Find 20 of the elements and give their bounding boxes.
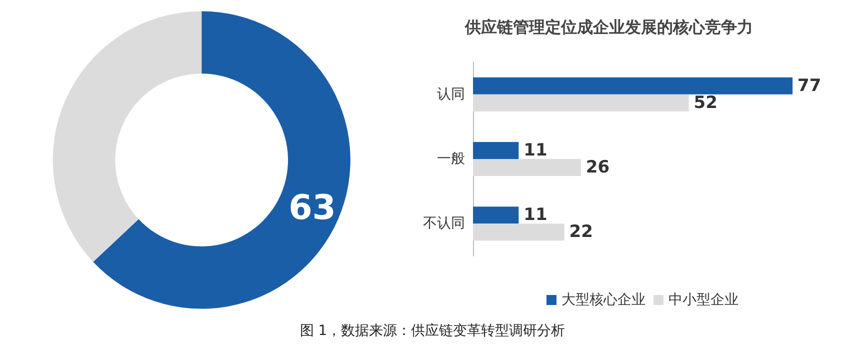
data-label: 11 [524,140,548,160]
bar [473,77,793,94]
bar [473,142,519,159]
data-label: 52 [694,92,718,113]
chart-title: 供应链管理定位成企业发展的核心竞争力 [464,18,753,36]
bar [473,224,564,241]
data-label: 26 [586,158,610,178]
caption: 图 1，数据来源：供应链变革转型调研分析 [298,322,566,340]
bar [473,94,689,112]
data-label: 77 [798,76,822,96]
data-label: 22 [569,222,593,242]
y-tick-label: 一般 [437,151,465,167]
legend-label: 中小型企业 [668,292,738,308]
y-tick-label: 不认同 [423,216,465,232]
legend-label: 大型核心企业 [562,292,646,308]
data-label: 63 [288,188,336,228]
bar [473,159,581,176]
y-tick-label: 认同 [437,86,465,102]
bar [473,206,519,224]
data-label: 11 [524,205,548,226]
